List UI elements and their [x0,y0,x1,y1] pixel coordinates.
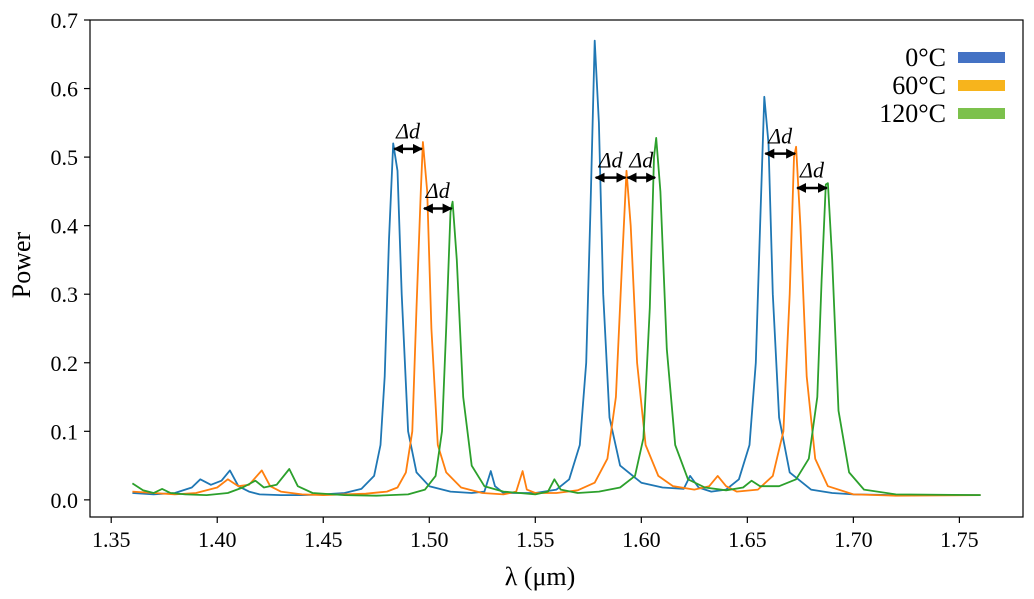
x-tick-label: 1.75 [940,527,979,552]
x-tick-label: 1.60 [622,527,661,552]
legend-label: 120°C [879,99,946,128]
legend-swatch [958,108,1005,119]
y-tick-label: 0.4 [51,214,79,239]
x-tick-label: 1.70 [834,527,873,552]
delta-label: Δd [598,147,624,172]
y-tick-label: 0.1 [51,419,79,444]
y-tick-label: 0.6 [51,77,79,102]
delta-label: Δd [395,119,421,144]
delta-label: Δd [628,147,654,172]
y-tick-label: 0.2 [51,351,79,376]
legend-swatch [958,52,1005,63]
series-layer [131,39,981,497]
x-tick-label: 1.65 [728,527,767,552]
series-line-1 [132,141,981,497]
y-tick-label: 0.0 [51,488,79,513]
x-tick-label: 1.45 [304,527,343,552]
x-axis-ticks: 1.35 1.40 1.45 1.50 1.55 1.60 1.65 1.70 1.75 [92,517,979,552]
delta-label: Δd [767,123,793,148]
y-axis-ticks: 0.0 0.1 0.2 0.3 0.4 0.5 0.6 0.7 [51,8,90,513]
y-tick-label: 0.3 [51,282,79,307]
y-tick-label: 0.5 [51,145,79,170]
delta-label: Δd [799,158,825,183]
x-tick-label: 1.50 [410,527,449,552]
x-tick-label: 1.40 [198,527,237,552]
y-tick-label: 0.7 [51,8,79,33]
series-line-0 [132,39,981,496]
series-line-2 [131,137,981,497]
legend-swatch [958,80,1005,91]
x-axis-label: λ (μm) [505,562,576,591]
legend-label: 0°C [905,43,946,72]
y-axis-label: Power [7,231,36,298]
plot-frame [89,19,1024,518]
x-tick-label: 1.35 [92,527,131,552]
x-tick-label: 1.55 [516,527,555,552]
legend-label: 60°C [892,71,946,100]
delta-label: Δd [425,178,451,203]
